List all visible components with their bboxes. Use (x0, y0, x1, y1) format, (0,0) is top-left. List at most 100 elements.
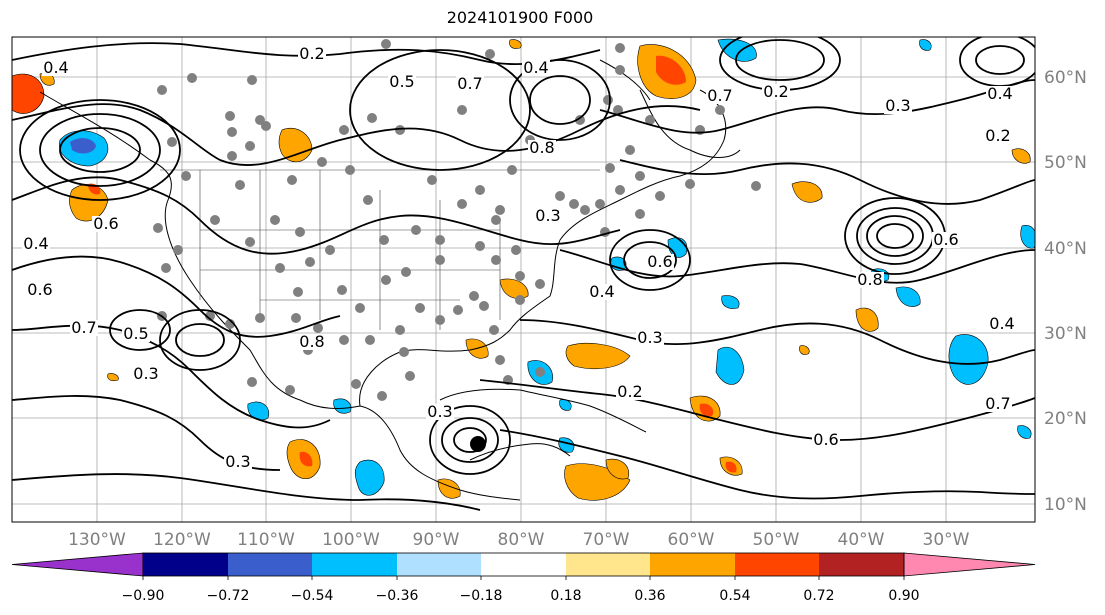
station-dot (495, 205, 505, 215)
station-dot (351, 379, 361, 389)
station-dot (469, 291, 479, 301)
longitude-label: 30°W (923, 530, 970, 550)
station-dot (569, 199, 579, 209)
station-dot (395, 325, 405, 335)
station-dot (287, 175, 297, 185)
contour-label: 0.8 (299, 332, 324, 351)
station-dot (381, 275, 391, 285)
contour-label: 0.6 (813, 430, 838, 449)
station-dot (435, 235, 445, 245)
longitude-label: 110°W (237, 530, 295, 550)
station-dot (173, 245, 183, 255)
station-dot (381, 39, 391, 49)
colorbar-segment (735, 553, 819, 576)
station-dot (345, 165, 355, 175)
station-dot (317, 157, 327, 167)
colorbar-segment (481, 553, 566, 576)
contour-label: 0.4 (23, 234, 48, 253)
station-dot (365, 335, 375, 345)
contour-label: 0.7 (707, 86, 732, 105)
station-dot (580, 205, 590, 215)
station-dot (245, 237, 255, 247)
station-dot (355, 303, 365, 313)
contour-label: 0.3 (637, 328, 662, 347)
station-dot (247, 377, 257, 387)
station-dot (227, 127, 237, 137)
station-dot (515, 295, 525, 305)
station-dot (625, 145, 635, 155)
colorbar-tick-label: 0.54 (719, 588, 750, 604)
latitude-labels: 60°N 50°N 40°N 30°N 20°N 10°N (1044, 68, 1087, 515)
station-dot (305, 257, 315, 267)
station-dot (291, 313, 301, 323)
station-dot (411, 225, 421, 235)
contour-label: 0.8 (529, 138, 554, 157)
longitude-label: 80°W (498, 530, 545, 550)
contour-label: 0.3 (535, 206, 560, 225)
station-dot (615, 43, 625, 53)
station-dot (535, 279, 545, 289)
contour-label: 0.3 (885, 96, 910, 115)
colorbar-tick-label: −0.18 (460, 588, 503, 604)
contour-label: 0.6 (27, 280, 52, 299)
station-dot (325, 245, 335, 255)
colorbar-tick-label: −0.90 (122, 588, 165, 604)
station-dot (645, 115, 655, 125)
negative-shading (59, 38, 1035, 496)
latitude-label: 60°N (1044, 68, 1087, 88)
longitude-labels: 130°W 120°W 110°W 100°W 90°W 80°W 70°W 60°W 50°W… (68, 530, 970, 550)
longitude-label: 50°W (753, 530, 800, 550)
colorbar-tick-label: 0.36 (634, 588, 665, 604)
latitude-label: 50°N (1044, 153, 1087, 173)
station-dot (485, 49, 495, 59)
contour-label: 0.7 (985, 394, 1010, 413)
colorbar-tick-label: 0.72 (803, 588, 834, 604)
contour-label: 0.2 (985, 126, 1010, 145)
station-dot (405, 371, 415, 381)
storm-center-marker (470, 436, 486, 452)
station-dot (615, 65, 625, 75)
contour-label: 0.3 (427, 402, 452, 421)
station-dot (595, 199, 605, 209)
station-dot (435, 315, 445, 325)
contour-label: 0.3 (225, 452, 250, 471)
colorbar-segment (819, 553, 904, 576)
station-dot (635, 209, 645, 219)
station-dot (235, 180, 245, 190)
station-dot (685, 179, 695, 189)
station-dot (399, 347, 409, 357)
station-dot (337, 285, 347, 295)
station-dot (255, 115, 265, 125)
station-dot (479, 301, 489, 311)
station-dot (379, 235, 389, 245)
station-dot (363, 195, 373, 205)
station-dot (187, 73, 197, 83)
station-dot (153, 223, 163, 233)
contour-label: 0.7 (457, 74, 482, 93)
colorbar-tick-label: 0.90 (888, 588, 919, 604)
colorbar-segment (397, 553, 481, 576)
colorbar-segment (143, 553, 228, 576)
colorbar-segment (312, 553, 397, 576)
coastlines (39, 59, 741, 501)
station-dot (255, 313, 265, 323)
contour-label: 0.6 (933, 230, 958, 249)
station-dot (635, 171, 645, 181)
station-dot (293, 287, 303, 297)
station-dot (453, 305, 463, 315)
longitude-label: 130°W (68, 530, 126, 550)
colorbar-max-extension (903, 552, 1036, 577)
contour-label: 0.5 (123, 324, 148, 343)
colorbar-segment (228, 553, 312, 576)
station-dot (161, 263, 171, 273)
station-dot (181, 171, 191, 181)
contour-label: 0.2 (763, 82, 788, 101)
colorbar-tick-label: −0.36 (376, 588, 419, 604)
station-dot (295, 227, 305, 237)
station-dot (415, 303, 425, 313)
contour-label: 0.4 (989, 314, 1014, 333)
station-dot (613, 105, 623, 115)
colorbar-segment (650, 553, 735, 576)
longitude-label: 60°W (668, 530, 715, 550)
